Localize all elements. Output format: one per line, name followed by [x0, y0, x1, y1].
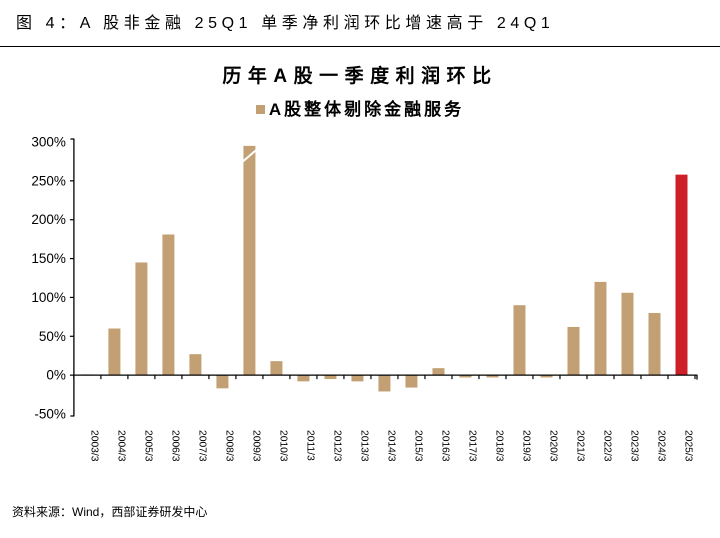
svg-text:2008/3: 2008/3	[224, 430, 235, 462]
svg-text:2011/3: 2011/3	[305, 430, 316, 461]
svg-text:2019/3: 2019/3	[521, 430, 532, 462]
svg-text:2007/3: 2007/3	[197, 430, 208, 462]
svg-text:50%: 50%	[39, 329, 66, 344]
svg-text:2015/3: 2015/3	[413, 430, 424, 462]
svg-text:2013/3: 2013/3	[359, 430, 370, 462]
svg-text:2003/3: 2003/3	[89, 430, 100, 462]
svg-text:100%: 100%	[31, 290, 66, 305]
svg-text:2017/3: 2017/3	[467, 430, 478, 462]
svg-text:2024/3: 2024/3	[656, 430, 667, 462]
svg-text:2009/3: 2009/3	[251, 430, 262, 462]
svg-text:2004/3: 2004/3	[116, 430, 127, 462]
svg-text:2010/3: 2010/3	[278, 430, 289, 462]
svg-text:2020/3: 2020/3	[548, 430, 559, 462]
svg-text:2006/3: 2006/3	[170, 430, 181, 462]
svg-text:2023/3: 2023/3	[629, 430, 640, 462]
svg-text:0%: 0%	[46, 368, 66, 383]
svg-text:2012/3: 2012/3	[332, 430, 343, 462]
svg-text:2005/3: 2005/3	[143, 430, 154, 462]
svg-text:-50%: -50%	[34, 407, 66, 422]
svg-text:200%: 200%	[31, 212, 66, 227]
svg-text:2021/3: 2021/3	[575, 430, 586, 462]
svg-text:250%: 250%	[31, 173, 66, 188]
svg-text:300%: 300%	[31, 135, 66, 150]
svg-text:2016/3: 2016/3	[440, 430, 451, 462]
svg-text:2018/3: 2018/3	[494, 430, 505, 462]
svg-text:2022/3: 2022/3	[602, 430, 613, 462]
svg-text:2025/3: 2025/3	[683, 430, 694, 462]
svg-text:2014/3: 2014/3	[386, 430, 397, 462]
svg-text:150%: 150%	[31, 251, 66, 266]
